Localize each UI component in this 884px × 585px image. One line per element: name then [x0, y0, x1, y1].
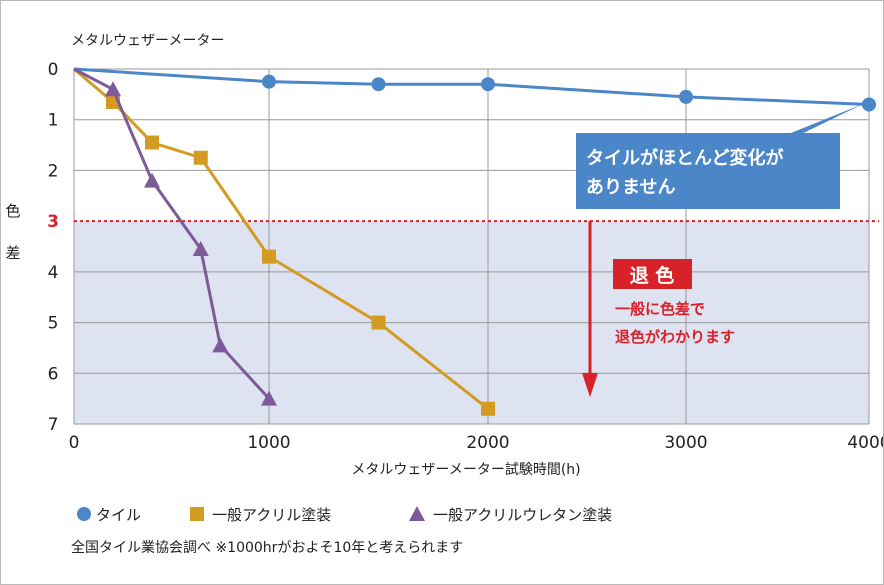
callout-pointer [771, 104, 863, 141]
tile-callout-box [576, 133, 840, 209]
y-tick-label: 5 [48, 314, 59, 334]
y-tick-label: 4 [48, 263, 59, 283]
data-point [212, 337, 229, 353]
data-point [481, 401, 495, 416]
fade-text-line2: 退色がわかります [615, 328, 735, 346]
y-tick-label: 0 [48, 60, 59, 80]
legend-urethane-marker [409, 506, 425, 521]
y-ticks: 0 1 2 3 4 5 6 7 [47, 60, 59, 435]
y-tick-label: 1 [48, 111, 59, 131]
y-tick-label: 3 [47, 212, 59, 232]
x-ticks: 0 1000 2000 3000 4000 [69, 433, 883, 453]
y-tick-label: 7 [48, 415, 59, 435]
y-axis-label: 色差 [5, 202, 20, 262]
y-tick-label: 6 [48, 364, 59, 384]
legend: タイル 一般アクリル塗装 一般アクリルウレタン塗装 [77, 506, 612, 524]
tile-callout-line2: ありません [586, 177, 675, 198]
legend-tile-label: タイル [96, 506, 141, 524]
series-line-0 [73, 67, 870, 106]
footnote: 全国タイル業協会調べ ※1000hrがおよそ10年と考えられます [71, 539, 463, 556]
tile-callout-line1: タイルがほとんど変化が [586, 147, 783, 169]
data-point [371, 77, 386, 92]
chart-title: メタルウェザーメーター [71, 33, 224, 49]
data-point [262, 249, 276, 264]
legend-tile-marker [77, 507, 91, 521]
series-group [73, 67, 876, 416]
data-point [481, 77, 495, 92]
data-point [862, 97, 876, 112]
fade-arrow-head [582, 373, 598, 397]
x-axis-label: メタルウェザーメーター試験時間(h) [351, 462, 580, 478]
data-point [144, 172, 160, 188]
y-axis-label-char: 差 [5, 244, 20, 262]
data-point [193, 150, 208, 165]
fade-text-line1: 一般に色差で [615, 300, 705, 318]
fade-title-box [613, 259, 692, 289]
x-tick-label: 0 [69, 433, 80, 453]
legend-urethane-label: 一般アクリルウレタン塗装 [433, 506, 612, 524]
x-tick-label: 3000 [664, 433, 707, 453]
data-point [262, 74, 276, 89]
legend-acrylic-label: 一般アクリル塗装 [212, 506, 331, 524]
data-point [371, 315, 386, 330]
series-line-2 [73, 67, 271, 400]
data-point [145, 135, 159, 150]
x-tick-label: 4000 [847, 433, 883, 453]
data-point [105, 81, 121, 97]
y-tick-label: 2 [48, 161, 59, 181]
fade-title: 退 色 [630, 264, 675, 287]
data-point [261, 390, 277, 406]
x-tick-label: 2000 [466, 433, 509, 453]
y-axis-label-char: 色 [5, 202, 20, 220]
data-point [679, 89, 693, 104]
grid [73, 68, 870, 425]
legend-acrylic-marker [190, 507, 204, 521]
data-point [192, 241, 209, 257]
x-tick-label: 1000 [247, 433, 290, 453]
